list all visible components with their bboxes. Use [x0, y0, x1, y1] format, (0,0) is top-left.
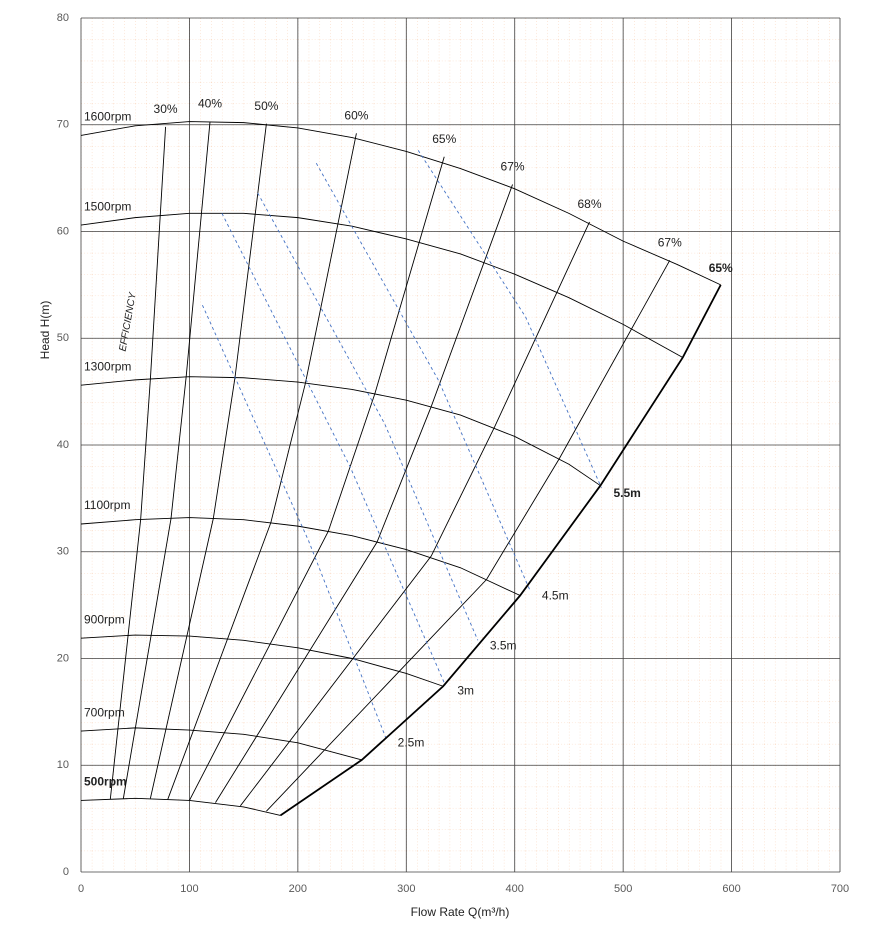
- efficiency-curve: [189, 156, 445, 801]
- speed-label: 1600rpm: [84, 110, 131, 124]
- npsh-label: 4.5m: [542, 588, 569, 602]
- efficiency-label: 67%: [501, 160, 525, 174]
- y-tick-label: 20: [57, 652, 69, 664]
- efficiency-curve: [215, 184, 513, 803]
- y-tick-label: 10: [57, 759, 69, 771]
- y-tick-label: 80: [57, 12, 69, 24]
- speed-curve: [80, 517, 521, 596]
- npsh-curve: [221, 213, 446, 686]
- efficiency-label: 65%: [432, 132, 456, 146]
- efficiency-label: 60%: [344, 108, 368, 122]
- y-tick-label: 0: [63, 866, 69, 878]
- speed-label: 900rpm: [84, 612, 125, 626]
- speed-label: 1300rpm: [84, 359, 131, 373]
- efficiency-curve: [167, 133, 357, 800]
- efficiency-label: 68%: [578, 197, 602, 211]
- npsh-label: 3.5m: [490, 639, 517, 653]
- npsh-curve: [315, 162, 531, 591]
- x-axis-label: Flow Rate Q(m³/h): [411, 905, 510, 919]
- efficiency-curve: [240, 221, 590, 807]
- speed-curve: [80, 634, 444, 687]
- efficiency-curve: [122, 121, 211, 799]
- speed-curve: [80, 376, 601, 486]
- efficiency-curve: [149, 123, 267, 799]
- max-flow-line: [280, 284, 722, 817]
- efficiency-label: 30%: [154, 102, 178, 116]
- speed-label: 500rpm: [84, 775, 127, 789]
- max-flow-label: 65%: [709, 261, 733, 275]
- npsh-label: 2.5m: [398, 736, 425, 750]
- npsh-curve: [202, 304, 387, 738]
- npsh-curve: [257, 192, 479, 641]
- speed-label: 700rpm: [84, 705, 125, 719]
- npsh-label: 3m: [457, 683, 474, 697]
- x-tick-label: 200: [289, 883, 307, 895]
- speed-label: 1100rpm: [84, 498, 130, 512]
- npsh-curve: [417, 150, 602, 488]
- speed-curve: [80, 212, 683, 358]
- speed-curve: [80, 727, 362, 761]
- y-axis-label: Head H(m): [38, 301, 52, 360]
- y-tick-label: 30: [57, 546, 69, 558]
- x-tick-label: 100: [180, 883, 198, 895]
- x-tick-label: 300: [397, 883, 415, 895]
- efficiency-curve: [266, 260, 671, 812]
- y-tick-label: 50: [57, 332, 69, 344]
- x-tick-label: 600: [722, 883, 740, 895]
- x-tick-label: 0: [78, 883, 84, 895]
- speed-label: 1500rpm: [84, 199, 131, 213]
- speed-curve: [80, 121, 721, 286]
- efficiency-label: 67%: [658, 235, 682, 249]
- efficiency-label: 40%: [198, 97, 222, 111]
- y-tick-label: 70: [57, 119, 69, 131]
- efficiency-label: 50%: [254, 99, 278, 113]
- npsh-label: 5.5m: [613, 486, 640, 500]
- x-tick-label: 500: [614, 883, 632, 895]
- y-tick-label: 40: [57, 439, 69, 451]
- efficiency-curve: [109, 126, 167, 800]
- x-tick-label: 700: [831, 883, 849, 895]
- y-tick-label: 60: [57, 225, 69, 237]
- x-tick-label: 400: [506, 883, 524, 895]
